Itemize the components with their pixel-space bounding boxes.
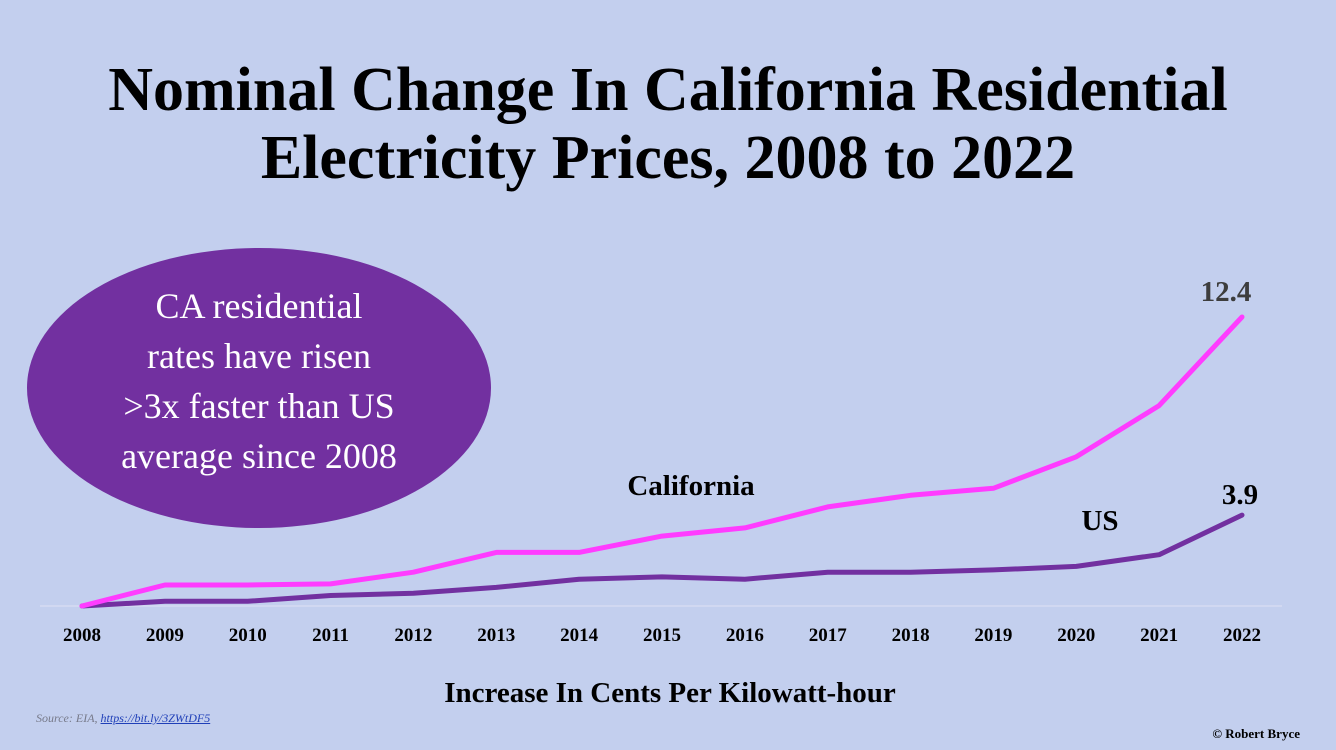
series-line-california [79, 314, 1245, 609]
series-labels: California US 12.4 3.9 [627, 276, 1258, 537]
x-tick-label: 2017 [809, 625, 848, 646]
series-line-us [79, 512, 1245, 609]
callout-text: CA residential rates have risen >3x fast… [121, 281, 397, 495]
x-tick-label: 2013 [477, 625, 515, 646]
callout-line: rates have risen [147, 336, 371, 376]
chart-title: Nominal Change In California Residential… [0, 56, 1336, 192]
x-tick-label: 2022 [1223, 625, 1261, 646]
x-tick-label: 2010 [229, 625, 267, 646]
x-tick-label: 2012 [394, 625, 432, 646]
source-link[interactable]: https://bit.ly/3ZWtDF5 [100, 711, 211, 725]
x-tick-label: 2009 [146, 625, 184, 646]
x-tick-label: 2016 [726, 625, 764, 646]
copyright-credit: © Robert Bryce [1212, 726, 1300, 741]
series-name-label: California [627, 470, 755, 502]
callout-line: CA residential [155, 286, 363, 326]
x-axis-ticks: 2008 2009 2010 2011 2012 2013 2014 2015 2016 2017… [63, 625, 1261, 646]
x-tick-label: 2011 [312, 625, 349, 646]
x-tick-label: 2015 [643, 625, 681, 646]
x-tick-label: 2018 [892, 625, 930, 646]
x-tick-label: 2008 [63, 625, 101, 646]
series-name-label: US [1081, 505, 1118, 537]
x-tick-label: 2020 [1057, 625, 1095, 646]
chart-title-line: Electricity Prices, 2008 to 2022 [260, 124, 1076, 192]
callout-line: average since 2008 [121, 436, 397, 476]
chart-title-line: Nominal Change In California Residential [108, 56, 1228, 124]
x-tick-label: 2021 [1140, 625, 1178, 646]
data-label-california-end: 12.4 [1201, 276, 1252, 308]
source-prefix: Source: EIA, [36, 711, 101, 725]
x-tick-label: 2019 [974, 625, 1012, 646]
data-label-us-end: 3.9 [1222, 479, 1258, 511]
source-note: Source: EIA, https://bit.ly/3ZWtDF5 [36, 711, 210, 726]
x-tick-label: 2014 [560, 625, 599, 646]
series-layer [79, 314, 1245, 609]
callout-line: >3x faster than US [123, 386, 395, 426]
callout-bubble: CA residential rates have risen >3x fast… [27, 248, 491, 528]
x-axis-label: Increase In Cents Per Kilowatt-hour [444, 677, 896, 709]
